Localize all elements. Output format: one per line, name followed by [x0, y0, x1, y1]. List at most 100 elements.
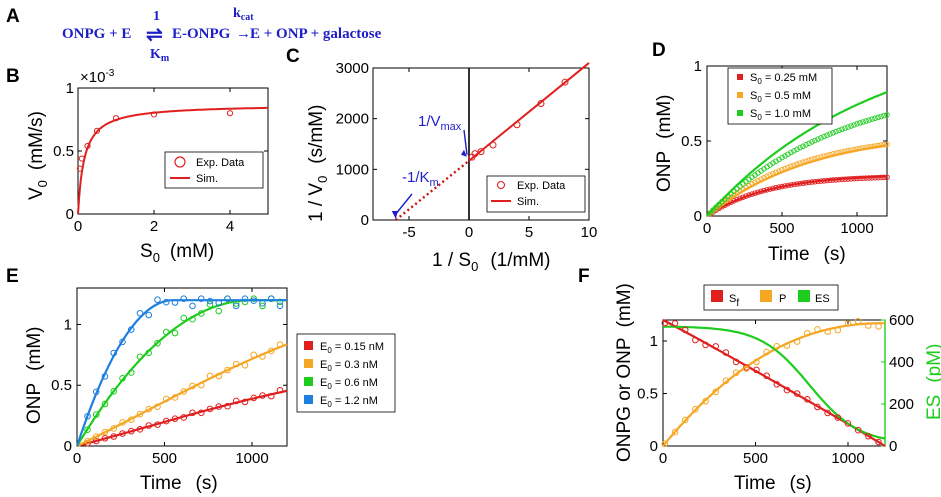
f-data-point-p	[692, 406, 699, 413]
d-data-point-3	[719, 198, 725, 205]
e-data-point-4	[136, 309, 144, 317]
panel-f-legend-swatch-2	[760, 290, 772, 302]
d-data-point-2	[752, 179, 758, 186]
d-data-point-2	[881, 141, 887, 148]
e-data-point-2	[92, 433, 100, 440]
e-data-point-1	[136, 426, 144, 433]
panel-b: B ×10-3 0 2 4 0 0.5 1 S0 (mM) V0(mM/s) Exp. Da…	[6, 66, 269, 265]
e-data-point-2	[215, 372, 223, 380]
d-data-point-3	[872, 115, 878, 122]
d-ytick-label: 1	[694, 58, 702, 75]
f-ytick-right-label: 200	[889, 396, 914, 413]
f-data-point-sf	[783, 386, 791, 394]
eq-kcat: kcat	[233, 6, 254, 23]
f-data-point-p	[834, 326, 842, 334]
d-data-point-2	[854, 146, 860, 152]
e-data-point-4	[171, 299, 179, 306]
d-data-point-1	[743, 193, 749, 199]
panel-c-ylabel: 1 / V0(s/mM)	[306, 105, 330, 222]
e-data-point-4	[162, 298, 170, 306]
e-data-point-2	[232, 360, 240, 368]
d-data-point-2	[839, 149, 845, 155]
d-data-point-2	[764, 173, 770, 180]
f-data-point-p	[753, 358, 760, 366]
e-data-point-1	[101, 434, 109, 442]
e-data-point-4	[145, 311, 153, 319]
d-data-point-1	[803, 180, 809, 186]
e-data-point-2	[224, 366, 231, 374]
d-data-point-1	[755, 189, 761, 195]
d-sim-line-3	[706, 91, 888, 217]
d-data-point-2	[875, 142, 881, 149]
d-data-point-3	[842, 125, 848, 131]
d-data-point-2	[857, 145, 863, 152]
d-data-point-2	[866, 144, 872, 150]
panel-d-ticks: 0 500 1000 0 0.5 1	[681, 58, 887, 237]
panel-a-letter: A	[6, 6, 20, 27]
d-data-point-2	[803, 158, 809, 164]
e-data-point-2	[162, 395, 170, 403]
d-data-point-3	[839, 126, 845, 133]
d-data-point-1	[839, 176, 845, 183]
d-data-point-1	[869, 175, 875, 181]
f-ytick-right-label: 600	[889, 312, 914, 329]
b-ytick-label: 0.5	[53, 143, 74, 160]
e-data-point-4	[92, 388, 100, 396]
f-data-point-sf	[875, 438, 882, 446]
d-data-point-3	[710, 207, 716, 213]
d-data-point-2	[860, 145, 866, 151]
e-data-point-3	[101, 400, 109, 408]
c-ytick-label: 3000	[336, 60, 369, 77]
b-ytick-label: 1	[66, 80, 74, 97]
f-data-point-p	[742, 365, 750, 372]
d-data-point-3	[806, 140, 812, 147]
d-data-point-1	[800, 180, 806, 186]
d-data-point-1	[851, 175, 857, 182]
panel-f-legend: Sf P ES	[703, 284, 839, 311]
c-ytick-label: 2000	[336, 111, 369, 128]
e-data-point-2	[127, 416, 135, 423]
d-data-point-3	[707, 210, 713, 216]
e-data-point-1	[232, 397, 240, 405]
panel-b-legend: Exp. Data Sim.	[164, 151, 264, 189]
d-data-point-2	[806, 157, 812, 164]
e-data-point-3	[197, 310, 205, 317]
panel-b-letter: B	[6, 66, 20, 87]
panel-b-ylabel: V0(mM/s)	[26, 111, 50, 200]
e-data-point-4	[154, 296, 161, 304]
d-data-point-2	[872, 143, 878, 149]
e-data-point-1	[215, 403, 223, 410]
d-data-point-1	[845, 176, 851, 182]
d-data-point-2	[809, 156, 815, 163]
f-data-point-p	[814, 326, 821, 333]
e-data-point-2	[259, 353, 266, 360]
d-data-point-1	[761, 187, 767, 194]
e-data-point-4	[101, 373, 109, 380]
panel-f-ylabel-right: ES(pM)	[924, 344, 941, 420]
c-data-point	[489, 141, 497, 149]
f-data-point-sf	[824, 409, 831, 417]
d-data-point-3	[791, 148, 797, 154]
panel-c-axes-box	[372, 67, 590, 221]
panel-f-ylabel: ONPG or ONP(mM)	[614, 283, 635, 462]
e-data-point-1	[189, 409, 196, 417]
e-data-point-3	[145, 349, 153, 357]
e-data-point-3	[189, 315, 196, 323]
e-data-point-2	[267, 347, 275, 355]
e-data-point-4	[197, 295, 205, 302]
c-sim-line	[468, 62, 590, 162]
d-data-point-3	[815, 136, 821, 142]
d-data-point-2	[800, 159, 806, 165]
e-data-point-1	[92, 437, 100, 445]
c-extrapolation-line	[395, 159, 470, 221]
c-xtick-label: 10	[581, 224, 598, 241]
e-data-point-2	[206, 372, 214, 380]
f-data-point-sf	[681, 326, 689, 334]
f-data-point-p	[722, 377, 730, 385]
panel-d-letter: D	[652, 40, 666, 61]
panel-d-xlabel: Time (s)	[768, 244, 846, 265]
f-data-point-sf	[763, 372, 770, 380]
f-ytick-right-label: 400	[889, 354, 914, 371]
d-xtick-label: 0	[703, 220, 711, 237]
e-sim-line-1	[76, 389, 288, 448]
